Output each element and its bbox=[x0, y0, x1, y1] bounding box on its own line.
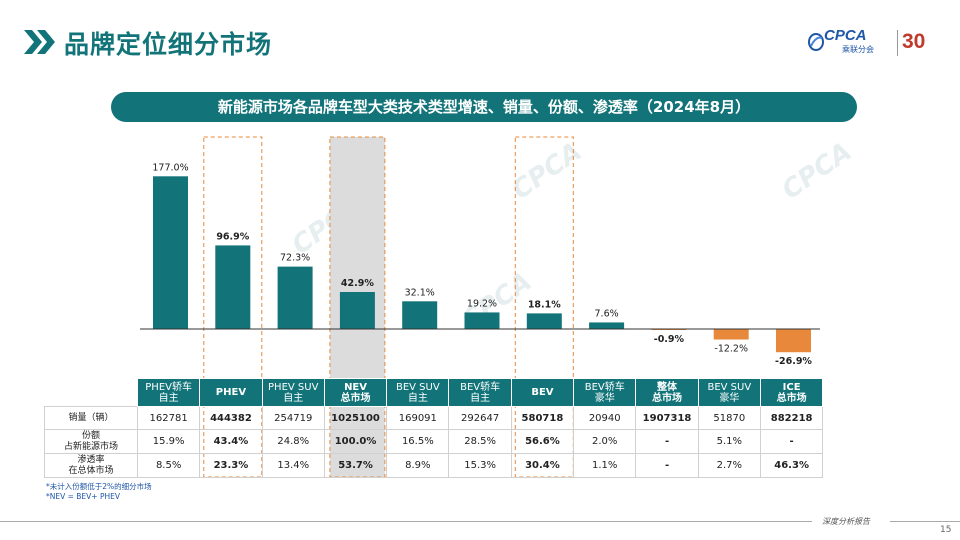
table-cell: - bbox=[635, 429, 699, 454]
bar-data-label: 96.9% bbox=[216, 231, 249, 242]
table-cell: 43.4% bbox=[199, 429, 263, 454]
table-row: 销量（辆） 162781 444382 254719 1025100 169091 2926… bbox=[44, 406, 824, 430]
table-cell: 51870 bbox=[697, 406, 761, 430]
table-header-cell: BEV bbox=[510, 378, 575, 407]
table-header-cell: NEV 总市场 bbox=[323, 378, 388, 407]
table-header-cell: BEV轿车 自主 bbox=[448, 378, 512, 407]
table-cell: 1907318 bbox=[635, 406, 699, 430]
bars-layer bbox=[153, 176, 811, 353]
table-cell: 882218 bbox=[759, 406, 824, 430]
bar-data-label: -0.9% bbox=[654, 334, 685, 345]
table-cell: 5.1% bbox=[697, 429, 761, 454]
bar bbox=[402, 301, 438, 329]
table-cell: 46.3% bbox=[759, 453, 824, 478]
bar bbox=[464, 312, 500, 329]
table-cell: 16.5% bbox=[386, 429, 450, 454]
table-cell: 24.8% bbox=[261, 429, 325, 454]
bar-data-label: 72.3% bbox=[280, 253, 310, 264]
bar-data-label: 18.1% bbox=[528, 299, 561, 310]
table-cell: 28.5% bbox=[448, 429, 512, 454]
table-cell: 2.7% bbox=[697, 453, 761, 478]
bar bbox=[589, 322, 625, 329]
logo-swirl-icon bbox=[808, 33, 824, 51]
bar-data-label: 32.1% bbox=[405, 287, 435, 298]
table-cell: 13.4% bbox=[261, 453, 325, 478]
highlight-dashed-box bbox=[203, 136, 263, 478]
bar bbox=[713, 329, 749, 340]
watermark-mark: CPCA bbox=[507, 137, 588, 206]
table-cell: 100.0% bbox=[323, 429, 388, 454]
bar bbox=[776, 329, 811, 353]
table-header-cell: BEV轿车 豪华 bbox=[573, 378, 637, 407]
footer-line-left bbox=[0, 521, 812, 522]
logo-cpca-text: CPCA bbox=[824, 27, 867, 44]
page-number: 15 bbox=[940, 525, 952, 535]
table-cell: - bbox=[759, 429, 824, 454]
double-chevron-icon bbox=[24, 30, 55, 54]
table-cell: 56.6% bbox=[510, 429, 575, 454]
table-header-row: PHEV轿车 自主 PHEV PHEV SUV 自主 NEV 总市场 BEV SUV 自主 BEV… bbox=[44, 378, 824, 407]
logo-anniversary: 30 bbox=[902, 30, 925, 54]
table-row: 渗透率 在总体市场 8.5% 23.3% 13.4% 53.7% 8.9% 15.3% 30.4… bbox=[44, 453, 824, 478]
chart-subtitle: 新能源市场各品牌车型大类技术类型增速、销量、份额、渗透率（2024年8月） bbox=[111, 92, 857, 122]
table-cell: 1025100 bbox=[323, 406, 388, 430]
footnotes: *未计入份额低于2%的细分市场 *NEV = BEV+ PHEV bbox=[46, 482, 152, 502]
logo-sub-text: 乘联分会 bbox=[842, 45, 874, 54]
table-cell: 30.4% bbox=[510, 453, 575, 478]
cpca-logo: CPCA 乘联分会 30 bbox=[808, 26, 944, 60]
table-row: 份额 占新能源市场 15.9% 43.4% 24.8% 100.0% 16.5% 28.5% 5… bbox=[44, 429, 824, 454]
page-title: 品牌定位细分市场 bbox=[64, 30, 273, 59]
table-cell: 169091 bbox=[386, 406, 450, 430]
bar bbox=[277, 266, 313, 329]
bar-data-label: 19.2% bbox=[467, 298, 497, 309]
bar-labels-layer: 177.0% 96.9% 72.3% 42.9% 32.1% 19.2% 18.1% 7.6%… bbox=[152, 162, 812, 367]
table-header-cell: PHEV SUV 自主 bbox=[261, 378, 325, 407]
table-cell: 8.5% bbox=[136, 453, 201, 478]
bar bbox=[526, 313, 562, 329]
bar-data-label: -12.2% bbox=[714, 344, 748, 355]
bar-data-label: 7.6% bbox=[595, 308, 619, 319]
data-table: PHEV轿车 自主 PHEV PHEV SUV 自主 NEV 总市场 BEV SUV 自主 BEV… bbox=[44, 378, 824, 478]
bar-data-label: 177.0% bbox=[152, 162, 188, 173]
table-cell: 162781 bbox=[136, 406, 201, 430]
bar bbox=[153, 176, 188, 329]
bar-data-label: 42.9% bbox=[341, 278, 374, 289]
table-cell: 20940 bbox=[573, 406, 637, 430]
table-header-cell: ICE 总市场 bbox=[759, 378, 824, 407]
logo-anniversary-number: 30 bbox=[902, 30, 926, 53]
bar bbox=[215, 245, 251, 329]
table-cell: 15.9% bbox=[136, 429, 201, 454]
table-cell: 23.3% bbox=[199, 453, 263, 478]
table-cell: 15.3% bbox=[448, 453, 512, 478]
table-cell: 580718 bbox=[510, 406, 575, 430]
table-cell: 444382 bbox=[199, 406, 263, 430]
table-header-cell: 整体 总市场 bbox=[635, 378, 699, 407]
bar-data-label: -26.9% bbox=[775, 356, 812, 367]
table-cell: 8.9% bbox=[386, 453, 450, 478]
logo-divider bbox=[897, 30, 898, 56]
table-cell: 254719 bbox=[261, 406, 325, 430]
table-row-label: 销量（辆） bbox=[44, 406, 138, 430]
table-cell: - bbox=[635, 453, 699, 478]
table-cell: 2.0% bbox=[573, 429, 637, 454]
table-cell: 53.7% bbox=[323, 453, 388, 478]
watermark-mark: CPCA bbox=[777, 137, 858, 206]
table-header-cell: PHEV bbox=[199, 378, 263, 407]
table-header-cell: BEV SUV 自主 bbox=[386, 378, 450, 407]
table-cell: 292647 bbox=[448, 406, 512, 430]
table-row-label: 份额 占新能源市场 bbox=[44, 429, 138, 454]
footnote: *未计入份额低于2%的细分市场 bbox=[46, 482, 152, 491]
footer-line-right bbox=[890, 521, 960, 522]
table-corner bbox=[44, 378, 138, 407]
table-header-cell: BEV SUV 豪华 bbox=[697, 378, 761, 407]
footnote: *NEV = BEV+ PHEV bbox=[46, 492, 120, 501]
table-row-label: 渗透率 在总体市场 bbox=[44, 453, 138, 478]
table-header-cell: PHEV轿车 自主 bbox=[136, 378, 201, 407]
footer-tag: 深度分析报告 bbox=[822, 517, 870, 526]
table-cell: 1.1% bbox=[573, 453, 637, 478]
bar bbox=[339, 291, 375, 329]
